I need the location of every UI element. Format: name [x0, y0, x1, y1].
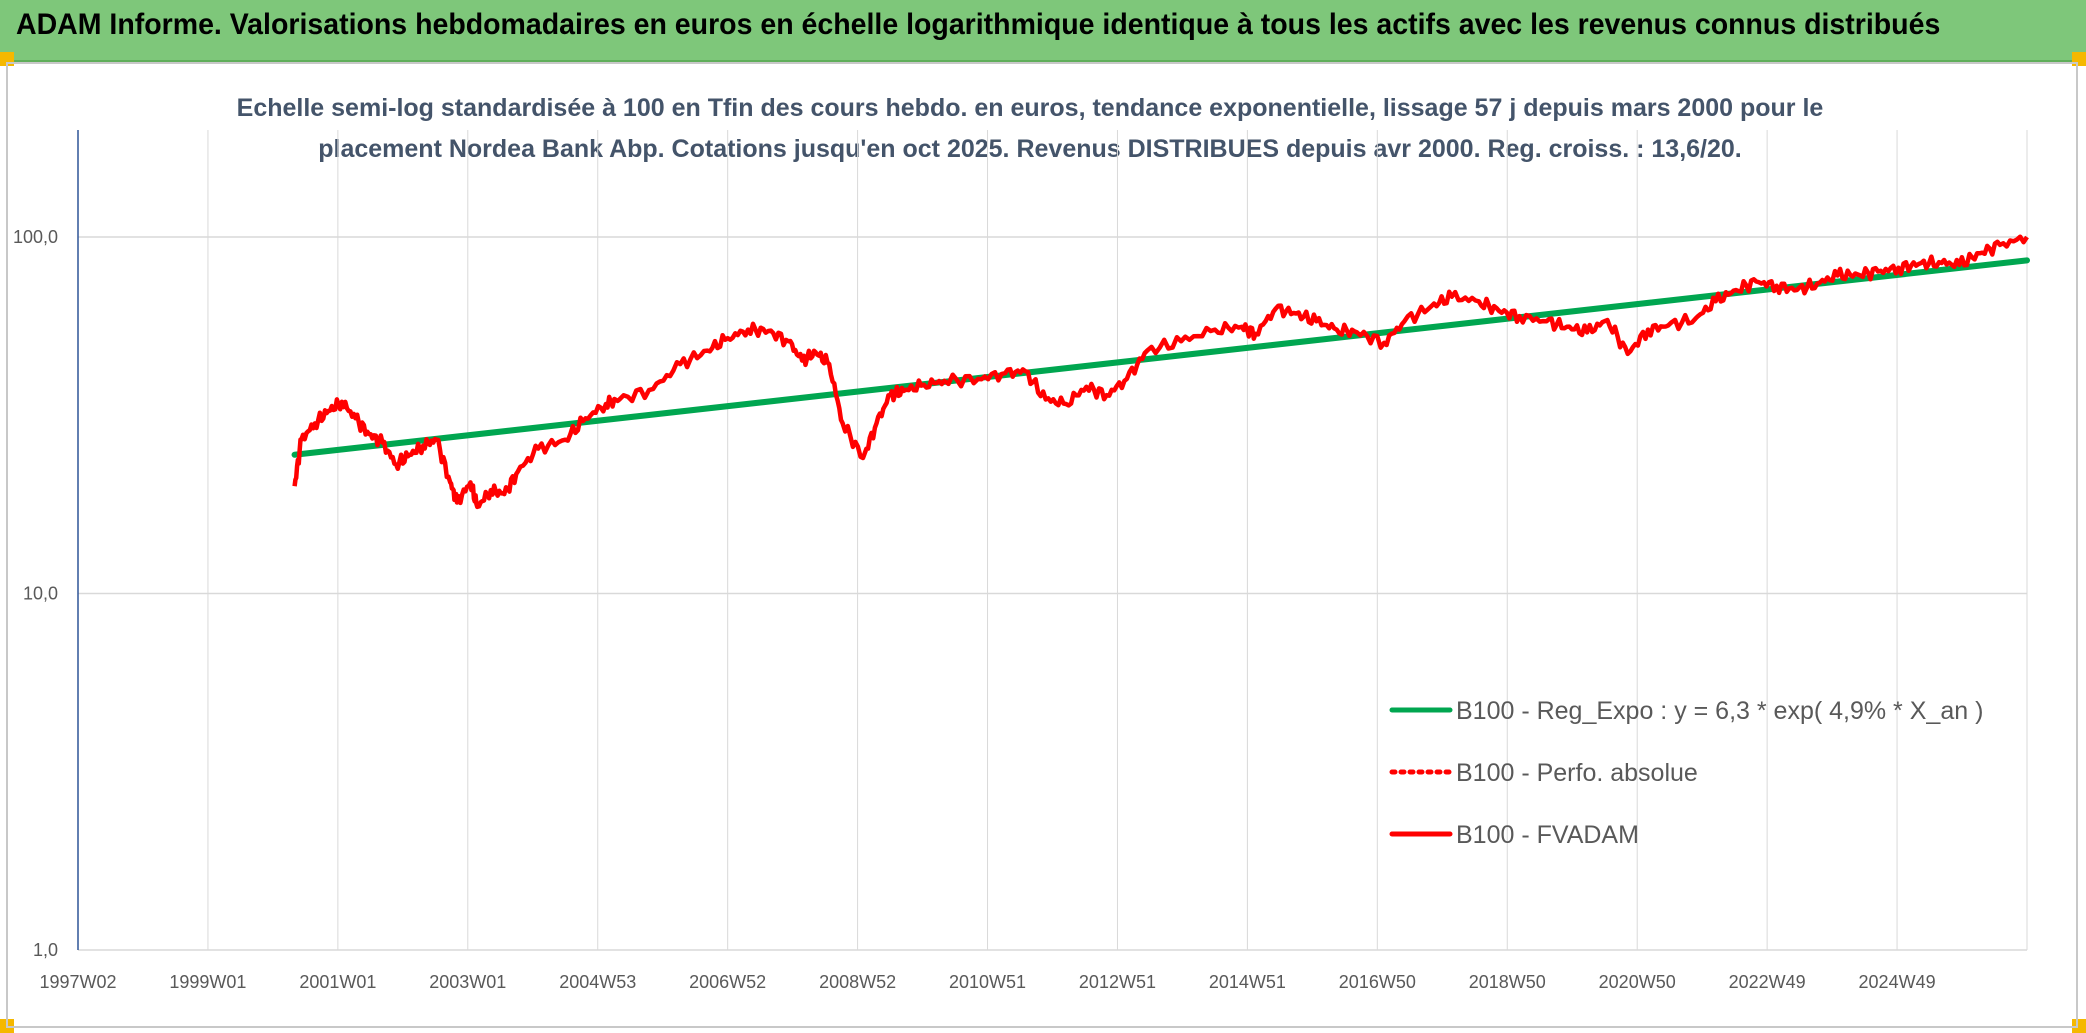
corner-marker-bottom-right [2072, 1019, 2086, 1033]
legend-label: B100 - Reg_Expo : y = 6,3 * exp( 4,9% * … [1456, 697, 1983, 725]
x-tick-label: 2010W51 [949, 972, 1026, 992]
x-tick-label: 2003W01 [429, 972, 506, 992]
chart-title-line-2: placement Nordea Bank Abp. Cotations jus… [318, 135, 1742, 163]
series-line-fvadam [292, 234, 2029, 510]
chart-series [291, 234, 2030, 510]
x-tick-label: 2006W52 [689, 972, 766, 992]
x-tick-label: 1999W01 [169, 972, 246, 992]
legend-label: B100 - FVADAM [1456, 821, 1639, 849]
chart-frame [6, 62, 2078, 1028]
x-tick-label: 2016W50 [1339, 972, 1416, 992]
x-tick-label: 2024W49 [1859, 972, 1936, 992]
y-tick-label: 1,0 [33, 940, 58, 960]
x-tick-label: 2014W51 [1209, 972, 1286, 992]
chart-axes: 1,0 10,0 100,0 1997W02 1999W01 2001W01 2003W01… [13, 130, 1936, 992]
x-tick-label: 2012W51 [1079, 972, 1156, 992]
x-tick-label: 2001W01 [299, 972, 376, 992]
x-tick-label: 2018W50 [1469, 972, 1546, 992]
x-tick-label: 2004W53 [559, 972, 636, 992]
x-tick-label: 2020W50 [1599, 972, 1676, 992]
legend-label: B100 - Perfo. absolue [1456, 759, 1698, 787]
y-tick-label: 10,0 [23, 584, 58, 604]
chart-title-line-1: Echelle semi-log standardisée à 100 en T… [236, 94, 1824, 122]
chart-grid [77, 130, 2028, 951]
page-title: ADAM Informe. Valorisations hebdomadaire… [16, 8, 1941, 41]
chart-title: Echelle semi-log standardisée à 100 en T… [180, 88, 1880, 170]
x-tick-label: 1997W02 [39, 972, 116, 992]
x-tick-label: 2022W49 [1729, 972, 1806, 992]
y-tick-label: 100,0 [13, 227, 58, 247]
chart-legend: B100 - Reg_Expo : y = 6,3 * exp( 4,9% * … [1389, 697, 1983, 849]
header-bar: ADAM Informe. Valorisations hebdomadaire… [0, 0, 2086, 62]
x-tick-label: 2008W52 [819, 972, 896, 992]
